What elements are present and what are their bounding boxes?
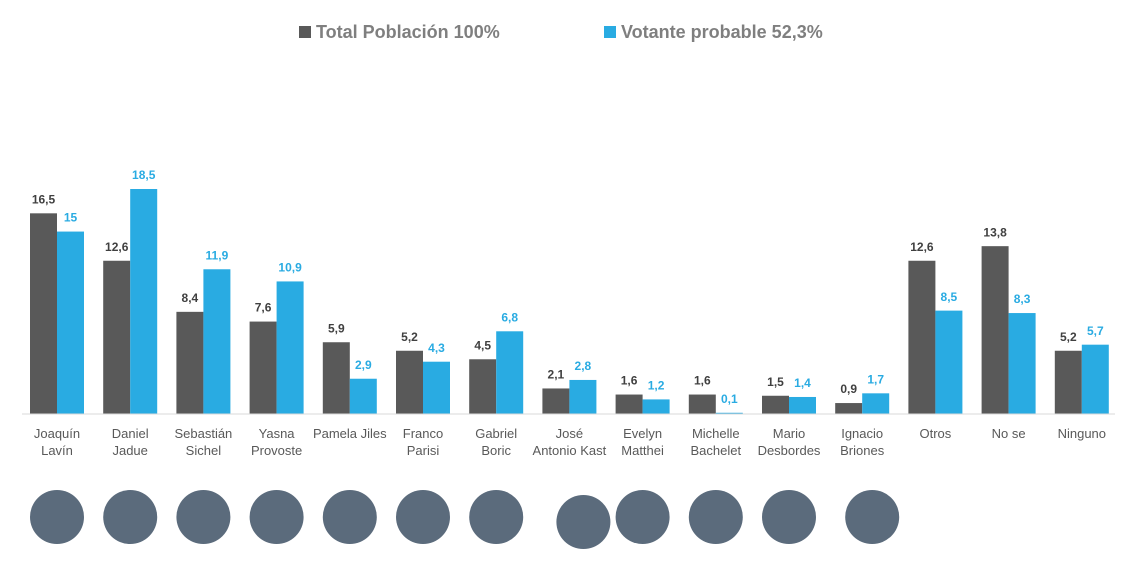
- candidate-photo: [688, 490, 743, 544]
- legend-label: Total Población 100%: [316, 22, 500, 42]
- candidate-photo: [615, 490, 670, 544]
- candidate-photo: [249, 490, 304, 544]
- bar: [276, 281, 304, 414]
- value-label: 6,8: [501, 310, 518, 324]
- bar: [1081, 344, 1109, 414]
- x-tick-label: Gabriel Boric: [475, 426, 518, 458]
- bar: [103, 260, 131, 414]
- x-tick-label: Michelle Bachelet: [690, 426, 742, 458]
- candidate-photo: [845, 490, 900, 544]
- candidate-photo: [322, 490, 377, 544]
- value-label: 2,8: [575, 359, 592, 373]
- candidate-photo: [30, 490, 84, 544]
- value-label: 2,9: [355, 358, 372, 372]
- candidate-photo: [556, 495, 611, 549]
- bar: [762, 395, 789, 414]
- bar: [203, 269, 231, 414]
- x-tick-label: Sebastián Sichel: [174, 426, 233, 458]
- legend-swatch: [299, 26, 311, 38]
- candidate-photo: [396, 490, 450, 544]
- bar: [349, 378, 377, 414]
- bar: [57, 231, 84, 414]
- value-label: 0,9: [840, 382, 857, 396]
- value-label: 11,9: [206, 248, 229, 262]
- value-label: 13,8: [983, 225, 1007, 239]
- value-label: 8,4: [182, 291, 199, 305]
- bar: [688, 394, 716, 414]
- value-label: 8,3: [1014, 292, 1031, 306]
- x-tick-label: Yasna Provoste: [250, 426, 303, 458]
- bar: [908, 260, 936, 414]
- x-tick-label: Ignacio Briones: [840, 426, 885, 458]
- bar: [469, 359, 497, 414]
- bar: [981, 246, 1009, 414]
- bar: [130, 189, 158, 414]
- value-label: 12,6: [105, 240, 129, 254]
- value-label: 15: [64, 211, 78, 225]
- legend-swatch: [604, 26, 616, 38]
- candidate-photo: [176, 490, 231, 544]
- x-tick-label: Daniel Jadue: [111, 426, 149, 458]
- bar: [935, 310, 963, 414]
- bar: [789, 396, 816, 414]
- x-tick-label: No se: [991, 426, 1026, 441]
- bar: [1008, 313, 1036, 414]
- value-label: 10,9: [278, 261, 302, 275]
- value-label: 8,5: [941, 290, 958, 304]
- value-label: 1,5: [767, 375, 784, 389]
- x-tick-label: Pamela Jiles: [312, 426, 387, 441]
- value-label: 4,5: [474, 338, 491, 352]
- value-label: 7,6: [255, 301, 272, 315]
- x-tick-label: José Antonio Kast: [532, 426, 607, 458]
- candidate-photo: [469, 490, 524, 544]
- value-label: 5,2: [1060, 330, 1077, 344]
- bar: [1054, 350, 1082, 414]
- bar: [642, 399, 670, 414]
- bar: [615, 394, 643, 414]
- candidate-photo: [103, 490, 158, 544]
- value-label: 1,4: [794, 376, 811, 390]
- bar: [176, 311, 204, 414]
- x-tick-label: Joaquín Lavín: [33, 426, 81, 458]
- value-label: 5,7: [1087, 324, 1104, 338]
- bar: [396, 350, 423, 414]
- x-tick-label: Mario Desbordes: [757, 426, 821, 458]
- value-label: 16,5: [32, 192, 56, 206]
- value-label: 1,6: [621, 374, 638, 388]
- bar: [30, 213, 57, 414]
- value-label: 12,6: [910, 240, 934, 254]
- legend-label: Votante probable 52,3%: [621, 22, 823, 42]
- bar: [715, 412, 743, 414]
- bar: [542, 388, 570, 414]
- bar: [249, 321, 277, 414]
- value-label: 5,2: [401, 330, 418, 344]
- value-label: 1,7: [867, 372, 884, 386]
- candidate-photo: [762, 490, 816, 544]
- x-tick-label: Otros: [919, 426, 952, 441]
- bar: [322, 342, 350, 414]
- bar: [862, 393, 890, 414]
- value-label: 2,1: [548, 368, 565, 382]
- bar: [496, 331, 524, 414]
- bar: [423, 361, 450, 414]
- value-label: 1,2: [648, 379, 665, 393]
- value-label: 5,9: [328, 321, 345, 335]
- value-label: 0,1: [721, 392, 738, 406]
- value-label: 4,3: [428, 341, 445, 355]
- x-tick-label: Evelyn Matthei: [621, 426, 664, 458]
- x-tick-label: Franco Parisi: [402, 426, 444, 458]
- value-label: 1,6: [694, 374, 711, 388]
- value-label: 18,5: [132, 168, 156, 182]
- x-tick-label: Ninguno: [1057, 426, 1107, 441]
- bar: [569, 379, 597, 414]
- bar: [835, 403, 863, 414]
